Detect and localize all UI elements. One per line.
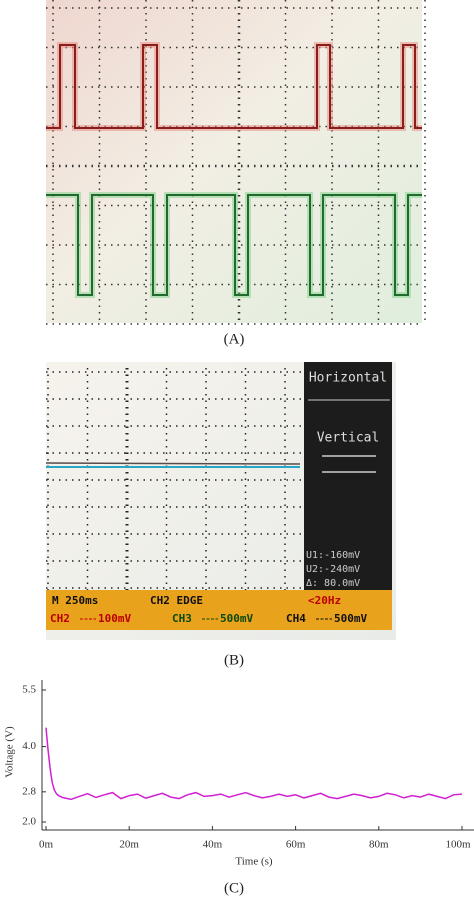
y-tick-label: 4.0 <box>22 740 36 752</box>
menu-item: Horizontal <box>309 371 387 386</box>
x-tick-label: 40m <box>203 839 223 851</box>
green-trace <box>46 194 422 296</box>
x-tick-label: 0m <box>39 839 54 851</box>
menu-item: Vertical <box>317 431 380 446</box>
y-tick-label: 2.8 <box>22 785 36 797</box>
status-bar <box>46 590 392 630</box>
status-item: <20Hz <box>308 594 341 607</box>
scale: 100mV <box>98 612 131 625</box>
x-axis-label: Time (s) <box>235 856 273 868</box>
scale: 500mV <box>220 612 253 625</box>
cursor-readout: U1:-160mV <box>306 550 360 561</box>
trace-dark <box>45 462 301 465</box>
x-tick-label: 100m <box>445 839 471 851</box>
red-trace <box>46 44 422 129</box>
x-tick-label: 80m <box>369 839 389 851</box>
y-tick-label: 2.0 <box>22 816 36 828</box>
status-item: M 250ms <box>52 594 98 607</box>
channel: CH2 <box>50 612 70 625</box>
voltage-line <box>45 727 463 801</box>
x-tick-label: 60m <box>286 839 306 851</box>
scale: 500mV <box>334 612 367 625</box>
caption: (B) <box>224 652 244 668</box>
x-tick-label: 20m <box>119 839 139 851</box>
y-tick-label: 5.5 <box>22 684 36 696</box>
cursor-readout: Δ: 80.0mV <box>306 578 360 589</box>
caption: (C) <box>224 880 244 896</box>
y-axis-label: Voltage (V) <box>4 726 16 778</box>
status-item: CH2 EDGE <box>150 594 203 607</box>
caption: (A) <box>224 331 245 347</box>
cursor-readout: U2:-240mV <box>306 564 360 575</box>
channel: CH4 <box>286 612 306 625</box>
channel: CH3 <box>172 612 192 625</box>
